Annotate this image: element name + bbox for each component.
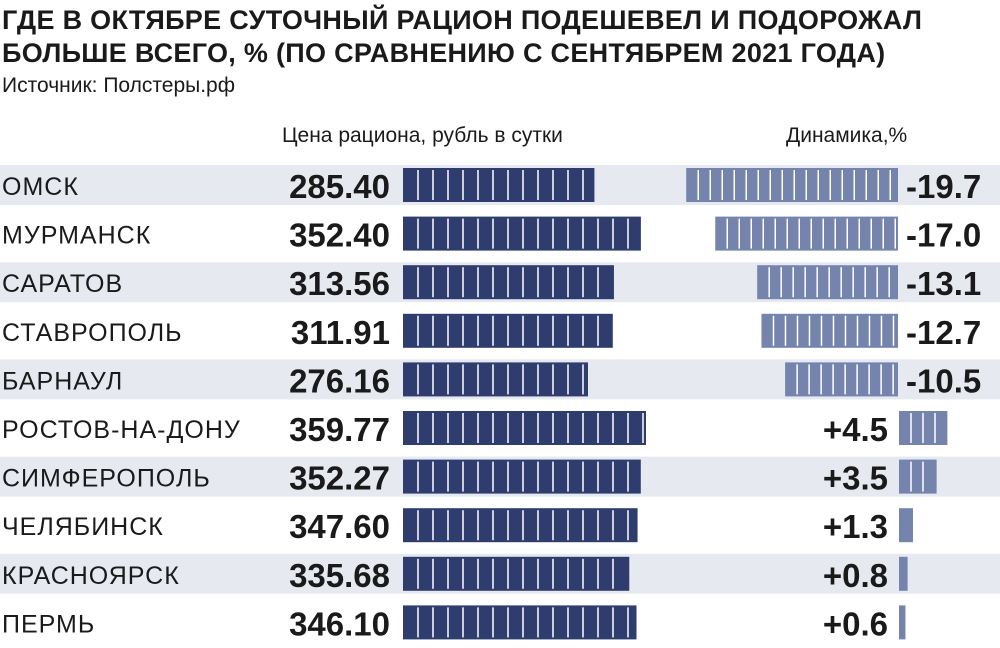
price-bar [403,362,588,397]
price-bar [403,508,638,543]
change-bar [715,216,898,251]
chart-row: ЧЕЛЯБИНСК 347.60 +1.3 [2,508,913,545]
change-value-label: +4.5 [823,411,888,448]
change-value-label: -19.7 [906,168,981,205]
change-value-label: +0.8 [823,557,888,594]
chart-row: МУРМАНСК 352.40 -17.0 [2,216,981,254]
category-label: БАРНАУЛ [2,367,123,395]
category-label: КРАСНОЯРСК [2,562,180,590]
price-value-label: 352.27 [289,460,390,497]
price-value-label: 352.40 [289,217,390,254]
category-label: САРАТОВ [2,270,123,298]
chart-row: КРАСНОЯРСК 335.68 +0.8 [0,553,1000,594]
change-value-label: -10.5 [906,362,981,399]
price-value-label: 347.60 [289,508,390,545]
change-bar [899,459,937,494]
change-value-label: +3.5 [823,460,888,497]
price-value-label: 313.56 [289,265,390,302]
price-bar [403,605,637,640]
price-value-label: 311.91 [291,314,390,351]
category-label: ОМСК [2,173,79,201]
category-label: ЧЕЛЯБИНСК [2,513,164,541]
change-value-label: -13.1 [906,265,981,302]
category-label: СИМФЕРОПОЛЬ [2,465,211,493]
source-note: Источник: Полстеры.рф [2,74,236,97]
price-value-label: 335.68 [289,557,390,594]
price-bar [403,556,630,591]
chart-title: ГДЕ В ОКТЯБРЕ СУТОЧНЫЙ РАЦИОН ПОДЕШЕВЕЛ … [2,4,998,70]
price-value-label: 285.40 [289,168,390,205]
price-bar [403,411,646,445]
category-label: ПЕРМЬ [2,610,95,638]
price-bar [403,459,641,494]
chart-row: БАРНАУЛ 276.16 -10.5 [0,359,1000,400]
change-bar [761,313,898,348]
price-bar [403,168,595,202]
chart-row: СИМФЕРОПОЛЬ 352.27 +3.5 [0,456,1000,497]
title-line-1: ГДЕ В ОКТЯБРЕ СУТОЧНЫЙ РАЦИОН ПОДЕШЕВЕЛ … [2,5,923,35]
change-bar [899,556,908,591]
chart-row: ОМСК 285.40 -19.7 [0,165,1000,205]
price-value-label: 276.16 [289,362,390,399]
change-value-label: +1.3 [823,508,888,545]
category-label: РОСТОВ-НА-ДОНУ [2,416,241,444]
change-bar [899,605,906,640]
change-bar [899,508,913,543]
price-bar [403,216,641,251]
category-label: СТАВРОПОЛЬ [2,319,183,347]
price-value-label: 359.77 [289,411,390,448]
chart-row: РОСТОВ-НА-ДОНУ 359.77 +4.5 [2,411,948,448]
price-column-header: Цена рациона, рубль в сутки [282,124,563,147]
change-bar [785,362,898,397]
change-value-label: -12.7 [906,314,981,351]
chart-row: ПЕРМЬ 346.10 +0.6 [2,605,906,642]
price-value-label: 346.10 [289,605,390,642]
change-column-header: Динамика,% [786,124,908,147]
chart-row: СТАВРОПОЛЬ 311.91 -12.7 [2,313,981,351]
change-value-label: -17.0 [906,217,981,254]
title-line-2: БОЛЬШЕ ВСЕГО, % (ПО СРАВНЕНИЮ С СЕНТЯБРЕ… [2,38,886,68]
category-label: МУРМАНСК [2,222,151,250]
change-value-label: +0.6 [823,605,888,642]
chart-row: САРАТОВ 313.56 -13.1 [0,262,1000,303]
